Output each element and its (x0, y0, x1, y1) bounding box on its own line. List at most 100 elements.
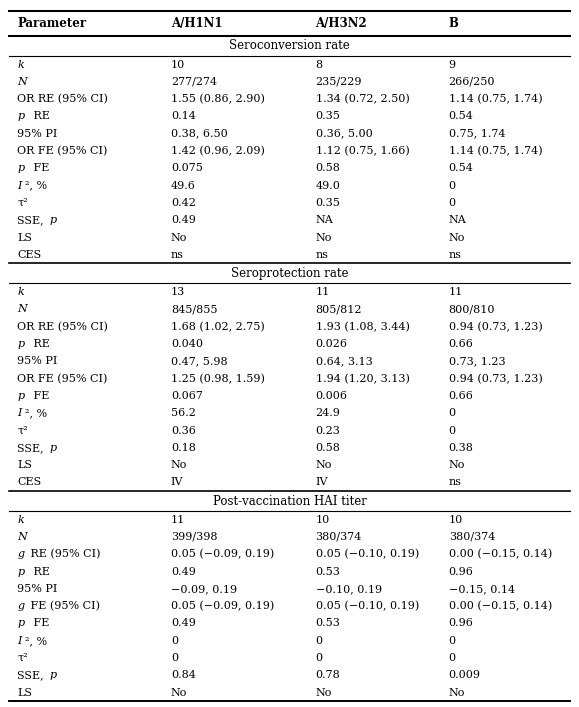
Text: 266/250: 266/250 (449, 77, 495, 87)
Text: 1.55 (0.86, 2.90): 1.55 (0.86, 2.90) (171, 94, 265, 104)
Text: ns: ns (316, 250, 328, 260)
Text: 0.94 (0.73, 1.23): 0.94 (0.73, 1.23) (449, 373, 543, 384)
Text: 10: 10 (171, 59, 185, 69)
Text: 0: 0 (449, 198, 456, 208)
Text: p: p (17, 391, 24, 401)
Text: 0.067: 0.067 (171, 391, 203, 401)
Text: 0.96: 0.96 (449, 566, 474, 577)
Text: N: N (17, 77, 27, 87)
Text: 805/812: 805/812 (316, 305, 362, 315)
Text: ns: ns (449, 250, 461, 260)
Text: IV: IV (171, 477, 184, 487)
Text: FE (95% CI): FE (95% CI) (27, 601, 100, 612)
Text: 1.12 (0.75, 1.66): 1.12 (0.75, 1.66) (316, 146, 409, 156)
Text: 0.49: 0.49 (171, 215, 196, 226)
Text: LS: LS (17, 688, 32, 698)
Text: No: No (171, 688, 187, 698)
Text: No: No (316, 233, 332, 243)
Text: −0.10, 0.19: −0.10, 0.19 (316, 584, 382, 594)
Text: 0.05 (−0.09, 0.19): 0.05 (−0.09, 0.19) (171, 549, 274, 559)
Text: 0: 0 (449, 653, 456, 663)
Text: 0.47, 5.98: 0.47, 5.98 (171, 356, 228, 366)
Text: −0.15, 0.14: −0.15, 0.14 (449, 584, 515, 594)
Text: 13: 13 (171, 287, 185, 297)
Text: No: No (449, 460, 465, 470)
Text: No: No (171, 233, 187, 243)
Text: 0: 0 (316, 636, 323, 645)
Text: Parameter: Parameter (17, 17, 86, 30)
Text: 0.53: 0.53 (316, 566, 340, 577)
Text: 1.14 (0.75, 1.74): 1.14 (0.75, 1.74) (449, 146, 543, 156)
Text: IV: IV (316, 477, 328, 487)
Text: 380/374: 380/374 (449, 532, 495, 542)
Text: 845/855: 845/855 (171, 305, 217, 315)
Text: g: g (17, 601, 24, 611)
Text: 0: 0 (316, 653, 323, 663)
Text: 0.96: 0.96 (449, 619, 474, 629)
Text: k: k (17, 59, 24, 69)
Text: 11: 11 (171, 515, 185, 525)
Text: 56.2: 56.2 (171, 408, 196, 419)
Text: 0.78: 0.78 (316, 670, 340, 680)
Text: NA: NA (316, 215, 334, 226)
Text: 0: 0 (449, 180, 456, 191)
Text: LS: LS (17, 460, 32, 470)
Text: FE: FE (30, 163, 49, 173)
Text: LS: LS (17, 233, 32, 243)
Text: 11: 11 (316, 287, 330, 297)
Text: ², %: ², % (25, 636, 47, 645)
Text: 11: 11 (449, 287, 463, 297)
Text: ², %: ², % (25, 408, 47, 419)
Text: 0.009: 0.009 (449, 670, 481, 680)
Text: 0.66: 0.66 (449, 391, 474, 401)
Text: RE (95% CI): RE (95% CI) (27, 549, 100, 559)
Text: 9: 9 (449, 59, 456, 69)
Text: SSE,: SSE, (17, 215, 47, 226)
Text: 1.93 (1.08, 3.44): 1.93 (1.08, 3.44) (316, 322, 409, 332)
Text: 10: 10 (316, 515, 330, 525)
Text: 0.49: 0.49 (171, 566, 196, 577)
Text: 0.54: 0.54 (449, 112, 474, 122)
Text: A/H1N1: A/H1N1 (171, 17, 222, 30)
Text: 277/274: 277/274 (171, 77, 217, 87)
Text: 0.00 (−0.15, 0.14): 0.00 (−0.15, 0.14) (449, 601, 552, 612)
Text: OR RE (95% CI): OR RE (95% CI) (17, 94, 108, 104)
Text: SSE,: SSE, (17, 443, 47, 452)
Text: 0.53: 0.53 (316, 619, 340, 629)
Text: g: g (17, 549, 24, 559)
Text: τ²: τ² (17, 653, 28, 663)
Text: ², %: ², % (25, 180, 47, 191)
Text: 0.94 (0.73, 1.23): 0.94 (0.73, 1.23) (449, 322, 543, 332)
Text: No: No (449, 688, 465, 698)
Text: 95% PI: 95% PI (17, 584, 58, 594)
Text: τ²: τ² (17, 198, 28, 208)
Text: I: I (17, 180, 22, 191)
Text: RE: RE (30, 566, 50, 577)
Text: No: No (449, 233, 465, 243)
Text: 0.84: 0.84 (171, 670, 196, 680)
Text: 800/810: 800/810 (449, 305, 495, 315)
Text: k: k (17, 515, 24, 525)
Text: 0.00 (−0.15, 0.14): 0.00 (−0.15, 0.14) (449, 549, 552, 559)
Text: 0.58: 0.58 (316, 163, 340, 173)
Text: 0.36: 0.36 (171, 426, 196, 436)
Text: p: p (49, 670, 56, 680)
Text: 0.54: 0.54 (449, 163, 474, 173)
Text: 0.64, 3.13: 0.64, 3.13 (316, 356, 372, 366)
Text: 0.38: 0.38 (449, 443, 474, 452)
Text: OR FE (95% CI): OR FE (95% CI) (17, 146, 108, 156)
Text: OR RE (95% CI): OR RE (95% CI) (17, 322, 108, 332)
Text: NA: NA (449, 215, 467, 226)
Text: 1.34 (0.72, 2.50): 1.34 (0.72, 2.50) (316, 94, 409, 104)
Text: FE: FE (30, 619, 49, 629)
Text: p: p (17, 163, 24, 173)
Text: 0: 0 (171, 653, 178, 663)
Text: I: I (17, 636, 22, 645)
Text: No: No (316, 688, 332, 698)
Text: RE: RE (30, 339, 50, 349)
Text: N: N (17, 532, 27, 542)
Text: ns: ns (171, 250, 184, 260)
Text: 49.0: 49.0 (316, 180, 340, 191)
Text: 0: 0 (449, 408, 456, 419)
Text: 0.38, 6.50: 0.38, 6.50 (171, 129, 228, 139)
